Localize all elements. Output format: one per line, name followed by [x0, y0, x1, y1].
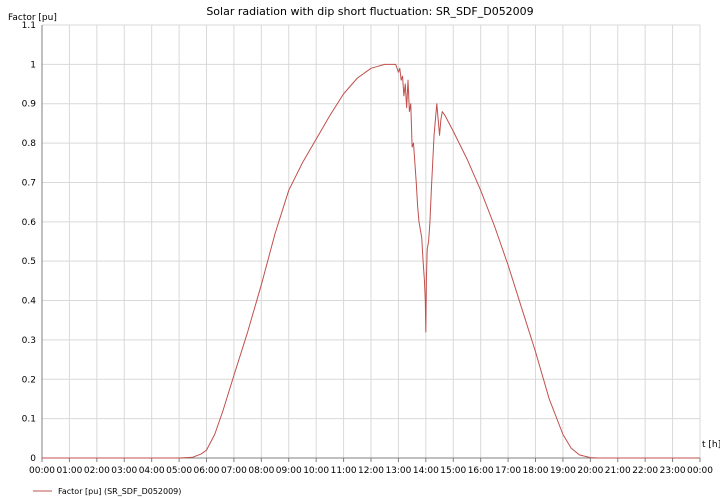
x-tick-label: 22:00 [632, 466, 658, 476]
x-tick-labels: 00:00 01:00 02:00 03:00 04:00 05:00 06:00 07:00… [29, 466, 713, 476]
x-tick-label: 20:00 [577, 466, 603, 476]
y-tick-label: 0.3 [22, 336, 36, 346]
series-layer [42, 63, 700, 459]
x-tick-label: 09:00 [276, 466, 302, 476]
x-tick-label: 13:00 [385, 466, 411, 476]
x-tick-label: 17:00 [495, 466, 521, 476]
x-tick-label: 06:00 [194, 466, 220, 476]
y-tick-label: 0 [30, 454, 36, 464]
y-tick-label: 0.6 [22, 218, 37, 228]
y-tick-label: 1 [30, 60, 36, 70]
y-tick-label: 0.7 [22, 178, 36, 188]
x-tick-label: 01:00 [56, 466, 82, 476]
x-tick-label: 14:00 [413, 466, 439, 476]
x-tick-label: 08:00 [248, 466, 274, 476]
x-tick-label: 10:00 [303, 466, 329, 476]
x-tick-label: 05:00 [166, 466, 192, 476]
legend-label: Factor [pu] (SR_SDF_D052009) [58, 487, 181, 496]
y-tick-label: 0.2 [22, 375, 36, 385]
x-tick-label: 12:00 [358, 466, 384, 476]
y-tick-label: 0.8 [22, 139, 37, 149]
x-tick-label: 21:00 [605, 466, 631, 476]
x-tick-label: 03:00 [111, 466, 137, 476]
x-tick-label: 23:00 [660, 466, 686, 476]
grid [42, 24, 701, 458]
x-tick-label: 04:00 [139, 466, 165, 476]
x-tick-label: 19:00 [550, 466, 576, 476]
x-tick-label: 07:00 [221, 466, 247, 476]
x-tick-label: 15:00 [440, 466, 466, 476]
x-tick-label: 02:00 [84, 466, 110, 476]
x-tick-label: 11:00 [331, 466, 357, 476]
legend: Factor [pu] (SR_SDF_D052009) [33, 487, 181, 496]
x-tick-label: 00:00 [687, 466, 713, 476]
y-tick-labels: 0 0.1 0.2 0.3 0.4 0.5 0.6 0.7 0.8 0.9 1 1.1 [22, 21, 37, 464]
y-tick-label: 0.4 [22, 297, 37, 307]
x-tick-label: 18:00 [523, 466, 549, 476]
y-axis-label: Factor [pu] [8, 13, 57, 23]
series-line [42, 63, 700, 459]
x-tick-label: 00:00 [29, 466, 55, 476]
x-axis-label: t [h] [702, 440, 720, 450]
y-tick-label: 1.1 [22, 21, 36, 31]
y-tick-label: 0.1 [22, 415, 36, 425]
y-tick-label: 0.5 [22, 257, 36, 267]
y-tick-label: 0.9 [22, 100, 37, 110]
x-tick-label: 16:00 [468, 466, 494, 476]
chart-title: Solar radiation with dip short fluctuati… [206, 5, 533, 18]
